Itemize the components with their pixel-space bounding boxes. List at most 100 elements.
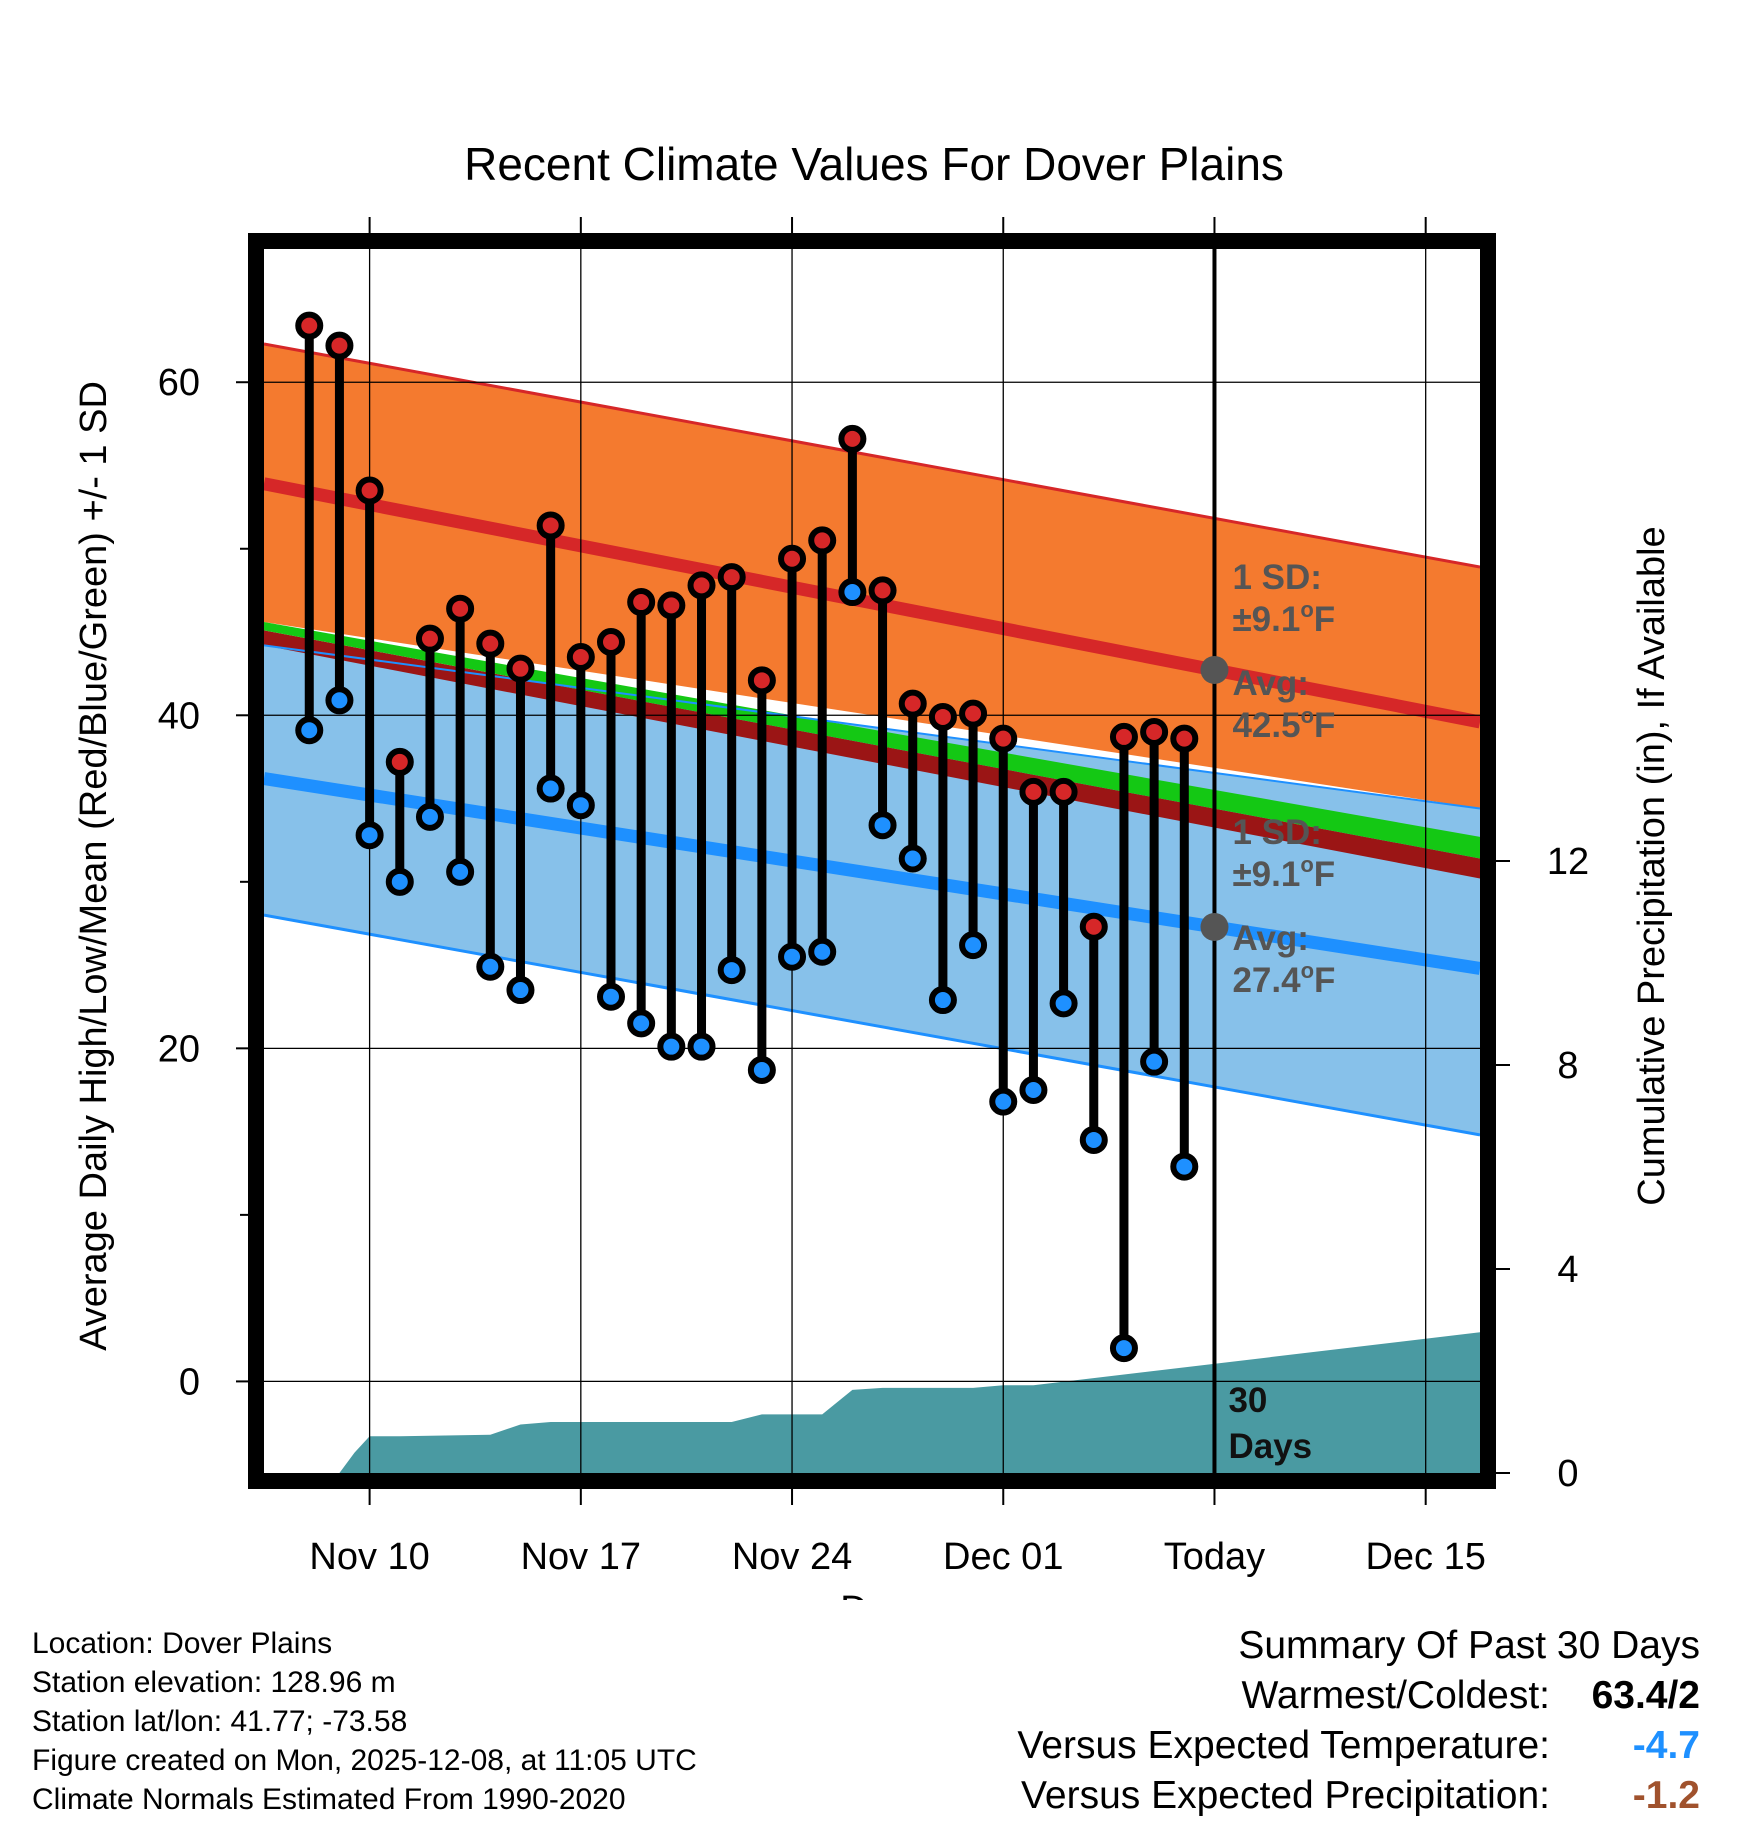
precip-value: -1.2: [1632, 1774, 1700, 1817]
low-point: [1079, 1125, 1108, 1154]
low-point: [325, 686, 354, 715]
high-sd-label: 1 SD:: [1232, 558, 1321, 597]
summary-row-temperature: Versus Expected Temperature: -4.7: [1017, 1724, 1700, 1774]
x-axis-title: Day: [840, 1589, 908, 1600]
low-point: [506, 976, 535, 1005]
summary-row-warmest: Warmest/Coldest: 63.4/2: [1017, 1674, 1700, 1724]
low-point: [808, 937, 837, 966]
normals-text: Climate Normals Estimated From 1990-2020: [32, 1783, 626, 1816]
warmest-value: 63.4/2: [1591, 1674, 1700, 1717]
x-tick-label: Dec 15: [1365, 1536, 1485, 1578]
high-point: [295, 311, 324, 340]
high-avg-label: Avg:: [1232, 664, 1308, 703]
low-point: [566, 791, 595, 820]
y2-tick-label: 0: [1557, 1453, 1578, 1495]
low-point: [898, 844, 927, 873]
high-point: [747, 666, 776, 695]
y-tick-label: 0: [179, 1361, 200, 1403]
summary-title: Summary Of Past 30 Days: [1238, 1624, 1700, 1667]
created-text: Figure created on Mon, 2025-12-08, at 11…: [32, 1744, 697, 1777]
low-upper-edge: [264, 644, 1480, 810]
high-point: [415, 624, 444, 653]
y2-tick-label: 4: [1557, 1249, 1578, 1291]
low-point: [476, 952, 505, 981]
low-point: [596, 982, 625, 1011]
x-tick-label: Today: [1164, 1536, 1265, 1578]
low-point: [415, 802, 444, 831]
y-axis-title: Average Daily High/Low/Mean (Red/Blue/Gr…: [73, 381, 115, 1351]
low-sd-value: ±9.1oF: [1232, 852, 1335, 894]
y-tick-label: 40: [158, 695, 200, 737]
low-point: [627, 1009, 656, 1038]
precip-area: [264, 1332, 1480, 1473]
low-point: [446, 857, 475, 886]
high-point: [989, 724, 1018, 753]
high-point: [657, 591, 686, 620]
high-point: [1109, 722, 1138, 751]
today-high-marker: [1200, 655, 1229, 684]
overlap-band: [264, 630, 1480, 879]
low-point: [355, 821, 384, 850]
low-point: [1109, 1334, 1138, 1363]
low-point: [1140, 1047, 1169, 1076]
today-low-marker: [1200, 912, 1229, 941]
x-tick-label: Nov 24: [732, 1536, 852, 1578]
x-tick-label: Dec 01: [943, 1536, 1063, 1578]
high-point: [476, 629, 505, 658]
low-lower-edge: [264, 913, 1480, 1137]
high-point: [1019, 777, 1048, 806]
low-point: [747, 1055, 776, 1084]
high-point: [596, 628, 625, 657]
high-sd-band: [264, 343, 1480, 809]
chart-title: Recent Climate Values For Dover Plains: [464, 138, 1284, 190]
high-point: [1170, 724, 1199, 753]
low-avg-label: Avg:: [1232, 919, 1308, 958]
high-point: [566, 643, 595, 671]
high-point: [1079, 912, 1108, 941]
high-point: [898, 689, 927, 718]
high-point: [627, 588, 656, 617]
high-point: [446, 594, 475, 623]
high-avg-value: 42.5oF: [1232, 703, 1335, 745]
high-point: [355, 476, 384, 505]
temp-value: -4.7: [1632, 1724, 1700, 1767]
low-point: [717, 956, 746, 985]
high-point: [868, 576, 897, 605]
low-point: [1049, 989, 1078, 1018]
low-point: [536, 774, 565, 803]
high-point: [1049, 777, 1078, 806]
low-point: [928, 986, 957, 1015]
plot-frame: [248, 233, 1496, 1489]
elevation-text: Station elevation: 128.96 m: [32, 1666, 396, 1699]
days-count-label: 30: [1228, 1381, 1267, 1420]
low-point: [385, 867, 414, 896]
high-upper-edge: [264, 342, 1480, 569]
warmest-label: Warmest/Coldest:: [1241, 1674, 1550, 1717]
low-point: [959, 931, 988, 960]
low-point: [295, 716, 324, 745]
y2-tick-label: 12: [1547, 841, 1589, 883]
high-point: [506, 654, 535, 683]
high-point: [1140, 717, 1169, 746]
high-point: [536, 511, 565, 540]
high-point: [778, 544, 807, 573]
low-point: [1019, 1075, 1048, 1104]
low-point: [838, 578, 867, 607]
low-point: [657, 1032, 686, 1061]
climate-chart: Recent Climate Values For Dover Plains 1…: [73, 138, 1673, 1600]
high-point: [928, 702, 957, 731]
y-tick-label: 20: [158, 1028, 200, 1070]
precip-label: Versus Expected Precipitation:: [1021, 1774, 1550, 1817]
low-avg-value: 27.4oF: [1232, 958, 1335, 1000]
high-point: [717, 563, 746, 592]
y-tick-label: 60: [158, 362, 200, 404]
mean-band: [264, 622, 1480, 859]
latlon-text: Station lat/lon: 41.77; -73.58: [32, 1705, 408, 1738]
high-sd-value: ±9.1oF: [1232, 597, 1335, 639]
high-point: [687, 571, 716, 600]
low-point: [1170, 1152, 1199, 1181]
y2-tick-label: 8: [1557, 1045, 1578, 1087]
low-point: [989, 1087, 1018, 1116]
summary-row-precipitation: Versus Expected Precipitation: -1.2: [1017, 1774, 1700, 1824]
